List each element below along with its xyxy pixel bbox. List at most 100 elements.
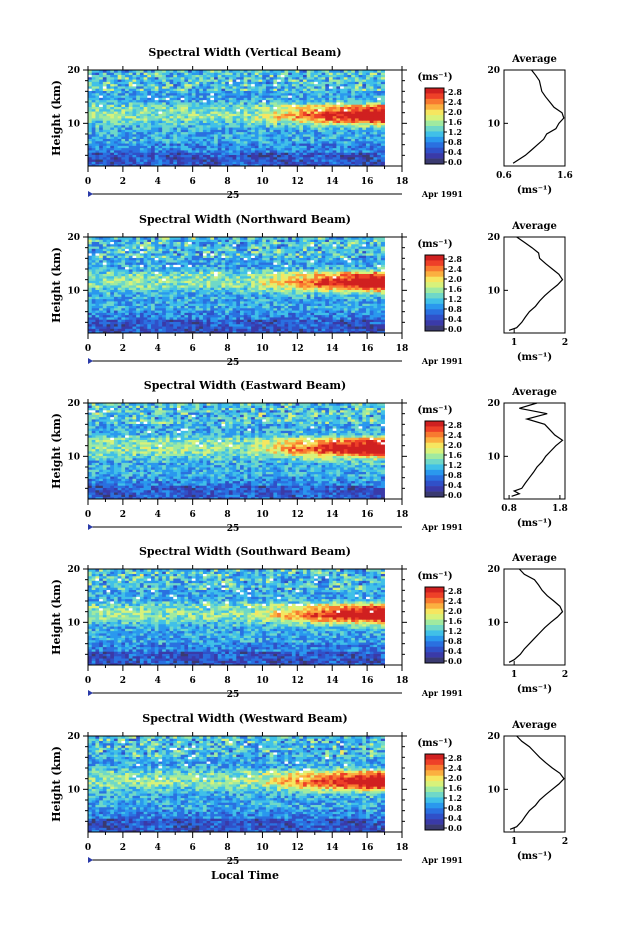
x-tick-label: 18: [396, 510, 409, 520]
colorbar-tick-label: 0.4: [448, 147, 462, 157]
average-profile-line: [511, 402, 564, 497]
colorbar-swatch: [425, 657, 444, 664]
colorbar-tick-label: 0.0: [448, 157, 462, 167]
y-axis-label: Height (km): [50, 413, 63, 489]
colorbar-frame: [424, 87, 445, 165]
panel-3: Spectral Width (Eastward Beam) 0 2 4 6 8 10 12 1…: [50, 379, 568, 534]
colorbar-swatch: [425, 486, 444, 492]
colorbar-swatch: [425, 153, 444, 159]
day-start-marker: [88, 358, 93, 364]
x-tick-label: 2: [120, 344, 126, 354]
colorbar-tick-label: 2.0: [448, 274, 462, 284]
colorbar-swatch: [425, 792, 444, 798]
colorbar-swatch: [425, 271, 444, 278]
avg-x-tick-label: 1: [511, 338, 517, 348]
colorbar-tick-label: 2.8: [448, 753, 462, 763]
avg-x-axis-label: (ms⁻¹): [517, 851, 552, 862]
x-tick-label: 2: [120, 177, 126, 187]
colorbar-swatch: [425, 491, 444, 498]
colorbar-tick-label: 2.4: [448, 264, 462, 274]
colorbar-frame: [424, 420, 445, 498]
y-axis-label: Height (km): [50, 80, 63, 156]
colorbar-swatch: [425, 641, 444, 648]
avg-x-axis-label: (ms⁻¹): [517, 185, 552, 196]
panel-title: Spectral Width (Northward Beam): [139, 213, 351, 226]
colorbar-swatch: [425, 131, 444, 138]
day-start-marker: [88, 191, 93, 197]
colorbar-swatch: [425, 287, 444, 294]
average-panel: Average 20 10 1 2 (ms⁻¹): [487, 553, 568, 695]
colorbar-tick-label: 1.2: [448, 127, 462, 137]
average-frame: [503, 236, 566, 334]
x-tick-label: 16: [361, 510, 374, 520]
avg-y-tick-label: 20: [487, 732, 500, 742]
colorbar-swatch: [425, 147, 444, 154]
colorbar-swatch: [425, 652, 444, 658]
avg-x-axis-label: (ms⁻¹): [517, 352, 552, 363]
x-tick-label: 4: [155, 177, 161, 187]
y-tick-label: 20: [67, 732, 80, 742]
colorbar-swatch: [425, 93, 444, 100]
x-tick-label: 4: [155, 843, 161, 853]
colorbar-tick-label: 0.0: [448, 823, 462, 833]
heatmap-cells: [88, 70, 385, 167]
avg-x-tick-label: 1.6: [557, 171, 573, 181]
colorbar-swatch: [425, 293, 444, 299]
x-tick-label: 6: [190, 676, 196, 686]
colorbar-swatch: [425, 437, 444, 444]
colorbar-swatch: [425, 635, 444, 642]
colorbar-swatch: [425, 759, 444, 766]
colorbar-swatch: [425, 597, 444, 604]
x-tick-label: 12: [291, 676, 304, 686]
colorbar-swatch: [425, 646, 444, 653]
x-tick-label: 16: [361, 843, 374, 853]
colorbar-tick-label: 0.8: [448, 470, 462, 480]
day-start-marker: [88, 857, 93, 863]
x-tick-label: 18: [396, 344, 409, 354]
colorbar-tick-label: 2.0: [448, 773, 462, 783]
colorbar-tick-label: 2.4: [448, 763, 462, 773]
colorbar-swatch: [425, 442, 444, 449]
x-tick-label: 2: [120, 843, 126, 853]
average-frame: [503, 568, 566, 666]
avg-x-tick-label: 0.8: [501, 504, 517, 514]
colorbar-swatch: [425, 255, 444, 261]
day-label: 25: [227, 690, 240, 700]
y-axis-label: Height (km): [50, 579, 63, 655]
avg-x-tick-label: 1: [511, 670, 517, 680]
colorbar-tick-label: 0.8: [448, 636, 462, 646]
panel-title: Spectral Width (Westward Beam): [142, 712, 347, 725]
colorbar-swatch: [425, 786, 444, 793]
avg-y-tick-label: 10: [487, 785, 500, 795]
colorbar-tick-label: 1.2: [448, 294, 462, 304]
colorbar-swatch: [425, 142, 444, 149]
colorbar-tick-label: 2.8: [448, 87, 462, 97]
y-tick-label: 10: [67, 452, 80, 462]
colorbar-unit: (ms⁻¹): [417, 405, 452, 416]
colorbar-swatch: [425, 802, 444, 809]
colorbar-tick-label: 1.6: [448, 117, 462, 127]
colorbar-swatch: [425, 320, 444, 326]
colorbar-tick-label: 1.2: [448, 626, 462, 636]
panel-5: Spectral Width (Westward Beam)0 2 4 6 8 10 12 1…: [50, 712, 568, 867]
colorbar-swatch: [425, 88, 444, 94]
colorbar-tick-label: 2.0: [448, 606, 462, 616]
colorbar-tick-label: 0.4: [448, 480, 462, 490]
x-tick-label: 16: [361, 177, 374, 187]
y-tick-label: 10: [67, 119, 80, 129]
colorbar-tick-label: 0.4: [448, 813, 462, 823]
colorbar-swatch: [425, 619, 444, 626]
colorbar-tick-label: 1.6: [448, 616, 462, 626]
x-tick-label: 16: [361, 344, 374, 354]
heatmap-cells: [88, 237, 385, 334]
day-start-marker: [88, 690, 93, 696]
y-tick-label: 10: [67, 286, 80, 296]
date-label: Apr 1991: [421, 189, 463, 199]
colorbar-swatch: [425, 104, 444, 111]
colorbar-swatch: [425, 136, 444, 143]
day-label: 25: [227, 857, 240, 867]
colorbar-swatch: [425, 431, 444, 438]
colorbar-swatch: [425, 309, 444, 316]
panel-title: Spectral Width (Vertical Beam): [148, 46, 341, 59]
